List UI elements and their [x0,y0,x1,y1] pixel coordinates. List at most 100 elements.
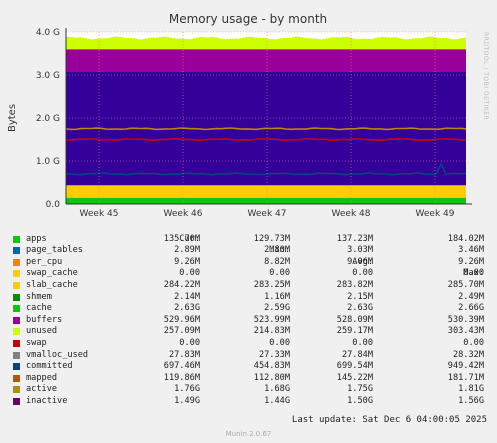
legend-cur: 697.46M [163,361,200,372]
legend-avg: 137.23M [336,233,373,244]
legend-swatch [13,293,20,301]
legend-cur: 0.00 [179,268,200,279]
legend-min: 283.25M [253,279,290,290]
legend-max: 9.26M [458,256,484,267]
legend-row-unused: unused 257.09M 214.83M 259.17M 303.43M [10,326,490,338]
legend-cur: 0.00 [179,337,200,348]
legend-avg: 1.75G [347,384,373,395]
legend-row-shmem: shmem 2.14M 1.16M 2.15M 2.49M [10,292,490,304]
legend-min: 1.16M [264,291,290,302]
legend-name: apps [26,233,47,244]
legend-max: 3.46M [458,245,484,256]
y-tick-label: 1.0 G [36,157,60,167]
legend-avg: 1.50G [347,395,373,406]
legend-max: 303.43M [447,326,484,337]
legend-name: buffers [26,314,63,325]
legend-avg: 9.06M [347,256,373,267]
legend-cur: 2.89M [174,245,200,256]
legend-row-per_cpu: per_cpu 9.26M 8.82M 9.06M 9.26M [10,257,490,269]
y-tick-label: 3.0 G [36,71,60,81]
legend-cur: 257.09M [163,326,200,337]
legend-swatch [13,328,20,336]
legend-avg: 3.03M [347,245,373,256]
legend-min: 0.00 [269,268,290,279]
legend-row-buffers: buffers 529.96M 523.99M 528.09M 530.39M [10,315,490,327]
legend-name: swap [26,337,47,348]
legend-min: 8.82M [264,256,290,267]
line-committed [66,162,467,176]
legend-name: active [26,384,58,395]
legend-max: 184.02M [447,233,484,244]
legend-min: 27.33M [258,349,290,360]
legend-avg: 145.22M [336,372,373,383]
legend-cur: 1.76G [174,384,200,395]
legend-cur: 284.22M [163,279,200,290]
chart-title: Memory usage - by month [169,12,327,26]
y-axis-label: Bytes [7,104,18,132]
legend-row-mapped: mapped 119.86M 112.80M 145.22M 181.71M [10,373,490,385]
legend-name: slab_cache [26,279,78,290]
header-min: Min: [269,245,290,256]
legend-swatch [13,258,20,266]
legend-min: 112.80M [253,372,290,383]
legend-min: 1.44G [264,395,290,406]
legend-cur: 1.49G [174,395,200,406]
legend-row-swap: swap 0.00 0.00 0.00 0.00 [10,338,490,350]
legend-swatch [13,247,20,255]
legend-cur: 119.86M [163,372,200,383]
legend-row-vmalloc_used: vmalloc_used 27.83M 27.33M 27.84M 28.32M [10,350,490,362]
x-tick-label: Week 47 [248,209,287,219]
legend-swatch [13,386,20,394]
x-tick-label: Week 49 [416,209,455,219]
legend-name: page_tables [26,245,83,256]
legend-row-committed: committed 697.46M 454.83M 699.54M 949.42M [10,361,490,373]
legend-name: inactive [26,395,68,406]
legend-cur: 529.96M [163,314,200,325]
header-avg: Avg: [352,256,373,267]
legend-name: mapped [26,372,58,383]
legend-min: 2.59G [264,303,290,314]
legend-swatch [13,363,20,371]
legend-name: cache [26,303,52,314]
legend-max: 530.39M [447,314,484,325]
last-update: Last update: Sat Dec 6 04:00:05 2025 [291,415,487,425]
rrdtool-side-label: RRDTOOL / TOBI OETIKER [482,32,489,120]
legend-table: Cur: Min: Avg: Max: apps 135.70M 129.73M 13… [10,222,490,408]
memory-chart: Memory usage - by month Bytes RRDTOOL / … [7,12,489,219]
legend-cur: 9.26M [174,256,200,267]
legend-avg: 283.82M [336,279,373,290]
legend-avg: 699.54M [336,361,373,372]
legend-avg: 528.09M [336,314,373,325]
legend-min: 2.80M [264,245,290,256]
legend-min: 129.73M [253,233,290,244]
legend-max: 285.70M [447,279,484,290]
legend-avg: 0.00 [352,268,373,279]
line-active [65,127,467,131]
legend-header: Cur: Min: Avg: Max: [10,222,490,279]
legend-cur: 2.14M [174,291,200,302]
x-tick-label: Week 45 [80,209,119,219]
legend-swatch [13,235,20,243]
legend-swatch [13,397,20,405]
legend-min: 1.68G [264,384,290,395]
legend-cur: 2.63G [174,303,200,314]
legend-max: 2.49M [458,291,484,302]
legend-swatch [13,339,20,347]
legend-swatch [13,281,20,289]
y-tick-label: 0.0 [46,200,61,210]
legend-swatch [13,316,20,324]
legend-avg: 0.00 [352,337,373,348]
legend-row-slab_cache: slab_cache 284.22M 283.25M 283.82M 285.70M [10,280,490,292]
legend-max: 1.81G [458,384,484,395]
legend-min: 523.99M [253,314,290,325]
legend-name: shmem [26,291,52,302]
legend-row-page_tables: page_tables 2.89M 2.80M 3.03M 3.46M [10,245,490,257]
legend-max: 1.56G [458,395,484,406]
x-tick-label: Week 46 [164,209,203,219]
legend-row-swap_cache: swap_cache 0.00 0.00 0.00 0.00 [10,268,490,280]
legend-name: vmalloc_used [26,349,89,360]
legend-max: 949.42M [447,361,484,372]
legend-min: 0.00 [269,337,290,348]
legend-cur: 27.83M [168,349,200,360]
legend-avg: 2.63G [347,303,373,314]
